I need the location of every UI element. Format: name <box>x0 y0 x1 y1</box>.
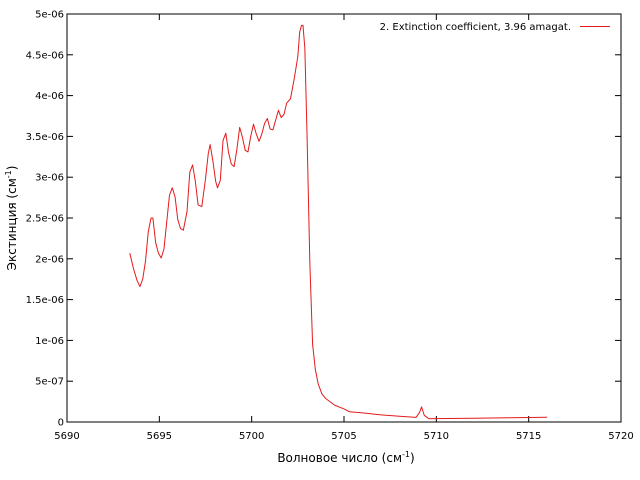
series-layer <box>129 24 548 420</box>
x-axis-title-superscript: -1 <box>402 450 410 459</box>
y-tick-label: 4.5e-06 <box>26 50 64 61</box>
y-axis-title-superscript: -1 <box>4 170 13 178</box>
y-tick-label: 0 <box>58 418 64 429</box>
x-tick-label: 5690 <box>54 431 79 442</box>
y-tick-label: 4e-06 <box>35 91 64 102</box>
y-axis-title-text: Экстинция (см <box>5 178 19 270</box>
x-tick-label: 5720 <box>608 431 633 442</box>
y-tick-label: 1.5e-06 <box>26 295 64 306</box>
y-tick-label: 3e-06 <box>35 173 64 184</box>
x-tick-label: 5705 <box>331 431 356 442</box>
y-tick-label: 3.5e-06 <box>26 132 64 143</box>
x-axis-title-text: Волновое число (см <box>277 451 402 465</box>
series-line <box>129 24 548 420</box>
legend-label: 2. Extinction coefficient, 3.96 amagat. <box>380 22 571 33</box>
x-tick-label: 5700 <box>239 431 264 442</box>
y-axis-title-close: ) <box>5 166 19 171</box>
x-axis-title: Волновое число (см-1) <box>277 450 414 465</box>
y-tick-label: 5e-07 <box>35 377 64 388</box>
y-tick-label: 2.5e-06 <box>26 214 64 225</box>
legend: 2. Extinction coefficient, 3.96 amagat. <box>380 22 610 33</box>
x-axis-title-close: ) <box>410 451 415 465</box>
y-tick-label: 1e-06 <box>35 336 64 347</box>
x-tick-label: 5715 <box>516 431 541 442</box>
x-tick-label: 5695 <box>147 431 172 442</box>
y-axis: 0 5e-07 1e-06 1.5e-06 2e-06 2.5e-06 3e-06 3.5e-… <box>26 10 621 429</box>
y-axis-title: Экстинция (см-1) <box>4 166 19 271</box>
y-tick-label: 2e-06 <box>35 254 64 265</box>
x-tick-label: 5710 <box>424 431 449 442</box>
y-tick-label: 5e-06 <box>35 10 64 21</box>
